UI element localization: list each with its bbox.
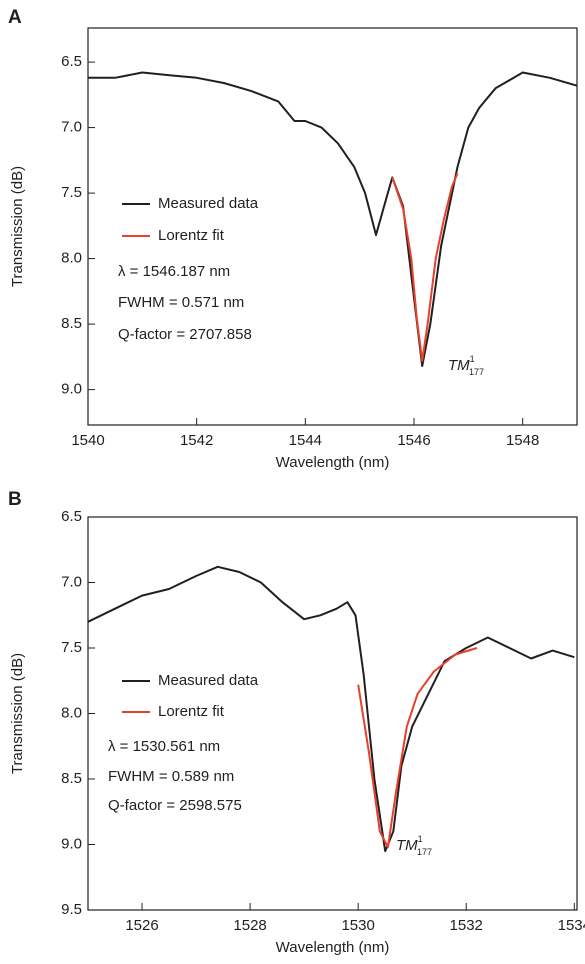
y-tick-label: 7.0 [61,573,82,590]
mode-text: TM [448,357,470,374]
legend-label: Lorentz fit [158,227,225,244]
data-line [357,647,478,849]
x-tick-label: 1548 [506,432,539,449]
x-tick-label: 1526 [125,917,158,934]
x-tick-label: 1532 [450,917,483,934]
legend-label: Lorentz fit [158,703,225,720]
mode-label: TM1 177 [448,354,484,377]
y-tick-label: 8.0 [61,704,82,721]
legend-label: Measured data [158,195,259,212]
y-axis-label: Transmission (dB) [9,166,26,287]
y-tick-label: 6.5 [61,53,82,70]
annotation: Q-factor = 2707.858 [118,326,252,343]
x-tick-label: 1544 [289,432,322,449]
mode-sub: 177 [417,847,432,857]
panel-label: A [8,7,22,28]
x-tick-label: 1546 [397,432,430,449]
y-tick-label: 9.0 [61,835,82,852]
mode-sup: 1 [418,834,423,844]
y-tick-label: 9.5 [61,901,82,918]
annotation: λ = 1530.561 nm [108,738,220,755]
annotation: λ = 1546.187 nm [118,263,230,280]
annotation: FWHM = 0.571 nm [118,294,244,311]
y-tick-label: 8.0 [61,250,82,267]
data-line [88,71,578,367]
x-tick-label: 1534 [558,917,585,934]
x-tick-label: 1528 [233,917,266,934]
x-axis-label: Wavelength (nm) [276,939,390,956]
y-tick-label: 7.5 [61,639,82,656]
y-tick-label: 8.5 [61,315,82,332]
mode-text: TM [396,837,418,854]
mode-sub: 177 [469,367,484,377]
x-axis-label: Wavelength (nm) [276,454,390,471]
annotation: FWHM = 0.589 nm [108,768,234,785]
y-tick-label: 7.5 [61,184,82,201]
y-axis-label: Transmission (dB) [9,653,26,774]
legend-label: Measured data [158,672,259,689]
x-tick-label: 1540 [71,432,104,449]
y-tick-label: 9.0 [61,381,82,398]
y-tick-label: 8.5 [61,770,82,787]
y-tick-label: 6.5 [61,508,82,525]
data-line [391,173,459,362]
panel-label: B [8,489,22,510]
y-tick-label: 7.0 [61,119,82,136]
data-line [87,565,575,853]
annotation: Q-factor = 2598.575 [108,797,242,814]
plot-frame [87,27,578,426]
x-tick-label: 1530 [341,917,374,934]
mode-label: TM1 177 [396,834,432,857]
mode-sup: 1 [470,354,475,364]
x-tick-label: 1542 [180,432,213,449]
